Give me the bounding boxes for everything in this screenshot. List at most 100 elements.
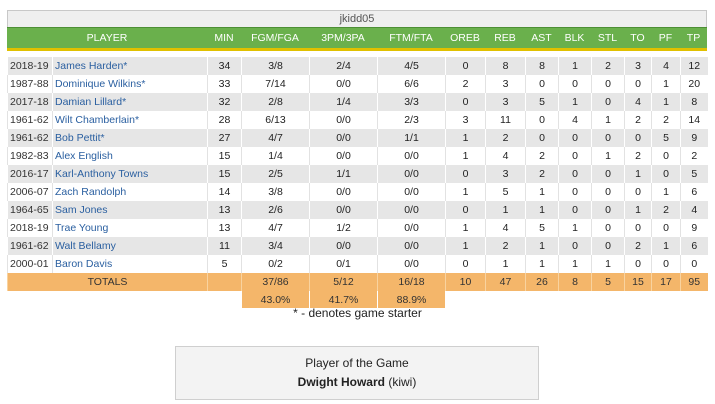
column-header-fgm-fga: FGM/FGA (251, 32, 299, 44)
stat-cell: 4 (624, 93, 652, 111)
stat-cell: 0/0 (309, 129, 378, 147)
stat-cell: 4/7 (241, 129, 310, 147)
stat-cell: 0 (525, 129, 559, 147)
stat-cell: 0/0 (309, 147, 378, 165)
column-header-min: MIN (214, 32, 234, 44)
season-cell: 1987-88 (7, 75, 53, 93)
stat-cell: 1 (485, 255, 526, 273)
stat-cell: 2 (445, 75, 486, 93)
stat-cell: 9 (680, 129, 708, 147)
player-name-link[interactable]: Wilt Chamberlain* (52, 111, 208, 129)
stat-cell: 15 (207, 147, 242, 165)
stat-cell: 33 (207, 75, 242, 93)
stat-cell: 1 (558, 255, 592, 273)
column-header-reb: REB (494, 32, 516, 44)
stat-cell: 9 (680, 219, 708, 237)
stat-cell: 2 (680, 147, 708, 165)
stat-cell: 11 (485, 111, 526, 129)
stat-cell: 5 (680, 165, 708, 183)
totals-cell: 15 (624, 273, 652, 291)
column-header-blk: BLK (564, 32, 585, 44)
stat-cell: 0 (445, 165, 486, 183)
column-header-to: TO (630, 32, 645, 44)
season-cell: 2018-19 (7, 219, 53, 237)
season-cell: 2018-19 (7, 57, 53, 75)
player-name-link[interactable]: Sam Jones (52, 201, 208, 219)
stat-cell: 0 (591, 237, 625, 255)
player-name-link[interactable]: Karl-Anthony Towns (52, 165, 208, 183)
player-row: 2018-19 James Harden* 34 3/8 2/4 4/5 0 8 8 1 2 3 4 12 (7, 57, 708, 75)
stat-cell: 0 (525, 75, 559, 93)
stat-cell: 0 (624, 75, 652, 93)
stat-cell: 32 (207, 93, 242, 111)
player-name-link[interactable]: Dominique Wilkins* (52, 75, 208, 93)
season-cell: 2016-17 (7, 165, 53, 183)
player-row: 1961-62 Wilt Chamberlain* 28 6/13 0/0 2/3 3 11 0… (7, 111, 708, 129)
stat-cell: 0 (558, 129, 592, 147)
stat-cell: 7/14 (241, 75, 310, 93)
stat-cell: 15 (207, 165, 242, 183)
stat-cell: 0 (558, 147, 592, 165)
stat-cell: 6/13 (241, 111, 310, 129)
stat-cell: 0 (558, 201, 592, 219)
stat-cell: 0 (591, 201, 625, 219)
stat-cell: 2 (624, 111, 652, 129)
stat-cell: 1 (558, 57, 592, 75)
stat-cell: 5 (651, 129, 681, 147)
stat-cell: 4 (558, 111, 592, 129)
stat-cell: 1/1 (309, 165, 378, 183)
stat-cell: 1 (485, 201, 526, 219)
stat-cell: 0 (445, 93, 486, 111)
totals-cell: 5/12 (309, 273, 378, 291)
stat-cell: 34 (207, 57, 242, 75)
stat-cell: 1 (651, 93, 681, 111)
stat-cell: 0 (558, 165, 592, 183)
stat-cell: 4 (680, 201, 708, 219)
stat-cell: 1 (591, 255, 625, 273)
player-name-link[interactable]: Bob Pettit* (52, 129, 208, 147)
stat-cell: 0 (624, 129, 652, 147)
season-cell: 2006-07 (7, 183, 53, 201)
totals-row: TOTALS 37/86 5/12 16/18 10 47 26 8 5 15 17 95 (7, 273, 708, 291)
stat-cell: 2/4 (309, 57, 378, 75)
player-of-the-game-box: Player of the Game Dwight Howard (kiwi) (175, 346, 539, 400)
stat-cell: 0 (445, 255, 486, 273)
stat-cell: 3/8 (241, 57, 310, 75)
totals-cell: 8 (558, 273, 592, 291)
stat-cell: 12 (680, 57, 708, 75)
player-name-link[interactable]: Baron Davis (52, 255, 208, 273)
stat-cell: 0 (591, 165, 625, 183)
stat-cell: 2 (525, 165, 559, 183)
stat-cell: 8 (680, 93, 708, 111)
stat-cell: 2 (591, 57, 625, 75)
stat-cell: 2 (485, 237, 526, 255)
stat-cell: 2/5 (241, 165, 310, 183)
stat-cell: 0/0 (309, 111, 378, 129)
stat-cell: 0/0 (377, 255, 446, 273)
column-header-ftm-fta: FTM/FTA (389, 32, 433, 44)
stats-table: 2018-19 James Harden* 34 3/8 2/4 4/5 0 8 8 1 2 3 4 12… (7, 57, 708, 308)
stat-cell: 1 (591, 111, 625, 129)
totals-cell: 26 (525, 273, 559, 291)
season-cell: 1982-83 (7, 147, 53, 165)
totals-cell (207, 273, 242, 291)
player-row: 1987-88 Dominique Wilkins* 33 7/14 0/0 6/6 2 3 0… (7, 75, 708, 93)
stat-cell: 4/7 (241, 219, 310, 237)
player-name-link[interactable]: Alex English (52, 147, 208, 165)
stat-cell: 0 (651, 255, 681, 273)
player-row: 1961-62 Bob Pettit* 27 4/7 0/0 1/1 1 2 0 0 0 0 5 9 (7, 129, 708, 147)
stat-cell: 0 (624, 255, 652, 273)
player-name-link[interactable]: Zach Randolph (52, 183, 208, 201)
player-name-link[interactable]: James Harden* (52, 57, 208, 75)
stat-cell: 1 (445, 219, 486, 237)
player-name-link[interactable]: Damian Lillard* (52, 93, 208, 111)
stat-cell: 4 (485, 219, 526, 237)
player-name-link[interactable]: Walt Bellamy (52, 237, 208, 255)
stat-cell: 13 (207, 219, 242, 237)
player-name-link[interactable]: Trae Young (52, 219, 208, 237)
stat-cell: 2 (651, 201, 681, 219)
stat-cell: 0/0 (377, 147, 446, 165)
stat-cell: 1 (525, 201, 559, 219)
player-row: 1961-62 Walt Bellamy 11 3/4 0/0 0/0 1 2 1 0 0 2 1 6 (7, 237, 708, 255)
stat-cell: 3/4 (241, 237, 310, 255)
